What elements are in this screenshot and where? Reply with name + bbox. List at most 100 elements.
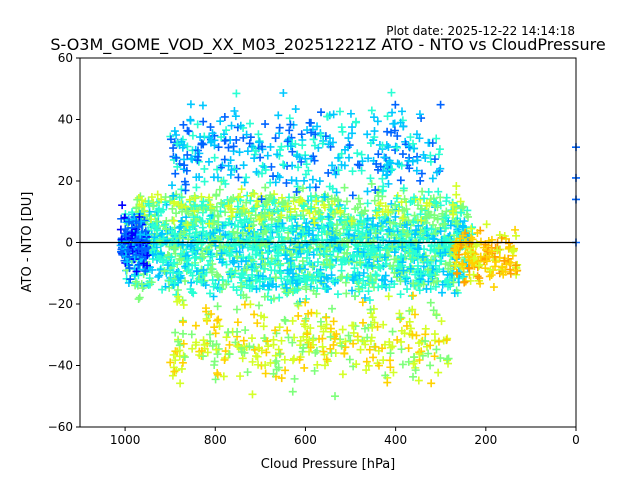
data-point	[288, 316, 297, 325]
data-point	[261, 120, 270, 129]
data-point	[362, 357, 371, 366]
data-point	[409, 139, 418, 148]
data-point	[254, 130, 263, 139]
data-point	[230, 106, 239, 115]
data-point	[331, 234, 340, 243]
data-point	[413, 245, 422, 254]
data-point	[133, 195, 142, 204]
data-point	[390, 126, 399, 135]
data-point	[200, 341, 209, 350]
data-point	[169, 144, 178, 153]
data-point	[381, 371, 390, 380]
data-point	[224, 201, 233, 210]
data-point	[431, 282, 440, 291]
data-point	[329, 110, 338, 119]
data-point	[280, 355, 289, 364]
data-point	[269, 340, 278, 349]
data-point	[390, 280, 399, 289]
data-point	[170, 278, 179, 287]
data-point	[367, 179, 376, 188]
data-point	[436, 354, 445, 363]
data-point	[512, 231, 521, 240]
data-point	[220, 112, 229, 121]
data-point	[405, 164, 414, 173]
data-point	[318, 334, 327, 343]
data-point	[386, 166, 395, 175]
data-point	[376, 162, 385, 171]
data-point	[353, 203, 362, 212]
data-point	[450, 289, 459, 298]
data-point	[312, 197, 321, 206]
data-point	[358, 283, 367, 292]
data-point	[398, 360, 407, 369]
data-point	[288, 338, 297, 347]
data-point	[491, 262, 500, 271]
data-point	[415, 110, 424, 119]
data-point	[391, 201, 400, 210]
data-point	[475, 274, 484, 283]
data-point	[250, 154, 259, 163]
data-point	[397, 107, 406, 116]
data-point	[426, 151, 435, 160]
data-point	[186, 242, 195, 251]
data-point	[404, 344, 413, 353]
data-point	[322, 320, 331, 329]
data-point	[178, 358, 187, 367]
data-point	[342, 197, 351, 206]
data-point	[262, 240, 271, 249]
data-point	[234, 193, 243, 202]
data-point	[242, 173, 251, 182]
data-point	[348, 321, 357, 330]
data-point	[371, 229, 380, 238]
data-point	[390, 248, 399, 257]
data-point	[221, 230, 230, 239]
data-point	[132, 217, 141, 226]
data-point	[255, 138, 264, 147]
data-point	[410, 144, 419, 153]
data-point	[373, 117, 382, 126]
data-point	[351, 292, 360, 301]
data-point	[276, 269, 285, 278]
data-point	[465, 239, 474, 248]
data-point	[243, 243, 252, 252]
data-point	[198, 249, 207, 258]
data-point	[135, 293, 144, 302]
data-point	[396, 277, 405, 286]
data-point	[246, 196, 255, 205]
data-point	[301, 298, 310, 307]
data-point	[171, 169, 180, 178]
data-point	[345, 230, 354, 239]
data-point	[316, 131, 325, 140]
data-point	[125, 217, 134, 226]
data-point	[491, 257, 500, 266]
data-point	[188, 131, 197, 140]
data-point	[169, 199, 178, 208]
data-point	[182, 166, 191, 175]
data-point	[200, 177, 209, 186]
data-point	[324, 212, 333, 221]
data-point	[168, 181, 177, 190]
data-point	[207, 265, 216, 274]
data-point	[353, 149, 362, 158]
data-point	[190, 202, 199, 211]
data-point	[229, 142, 238, 151]
data-point	[411, 366, 420, 375]
data-point	[326, 134, 335, 143]
data-point	[413, 265, 422, 274]
data-point	[286, 284, 295, 293]
data-point	[292, 176, 301, 185]
data-point	[254, 343, 263, 352]
data-point	[451, 216, 460, 225]
data-point	[175, 346, 184, 355]
data-point	[467, 233, 476, 242]
data-point	[267, 162, 276, 171]
data-point	[398, 226, 407, 235]
data-point	[159, 234, 168, 243]
data-point	[358, 228, 367, 237]
data-point	[173, 139, 182, 148]
data-point	[251, 250, 260, 259]
data-point	[382, 161, 391, 170]
data-point	[142, 237, 151, 246]
data-point	[177, 200, 186, 209]
data-point	[278, 198, 287, 207]
